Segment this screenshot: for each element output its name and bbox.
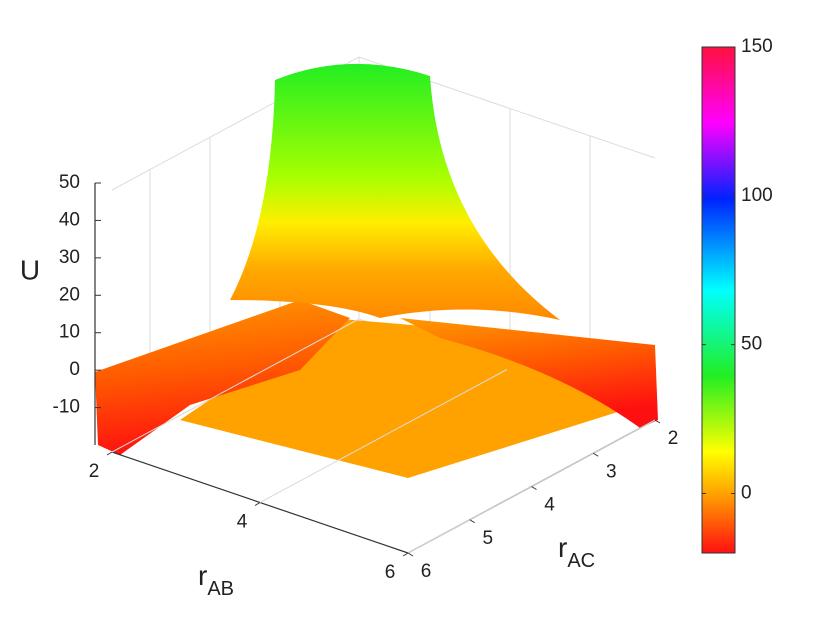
z-axis-label: U (20, 254, 40, 285)
y-label-sub: AC (567, 550, 595, 572)
z-tick-label: 0 (69, 359, 80, 380)
y-tick (469, 519, 476, 524)
x-tick (402, 552, 409, 557)
colorbar-tick-label: 100 (741, 185, 773, 206)
z-tick-label: 10 (59, 322, 80, 343)
z-tick-label: 20 (59, 284, 80, 305)
y-tick (592, 452, 599, 457)
y-tick (531, 486, 537, 490)
surface-left-arm (95, 300, 350, 455)
y-tick (654, 419, 661, 424)
y-tick-label: 4 (544, 495, 555, 516)
colorbar-tick-label: 0 (741, 482, 752, 503)
z-tick-label: 50 (59, 172, 80, 193)
surface-wall (230, 63, 560, 320)
x-tick-label: 2 (89, 461, 100, 482)
surface (95, 63, 658, 478)
colorbar-tick-label: 150 (741, 36, 773, 57)
z-tick-label: 40 (59, 209, 80, 230)
x-tick (254, 502, 261, 506)
y-tick (407, 552, 414, 557)
x-axis-label: rAB (198, 560, 234, 600)
grid-line (259, 369, 508, 503)
y-tick-label: 3 (606, 461, 617, 482)
surface-right-arm (400, 318, 658, 428)
z-tick-label: -10 (53, 397, 80, 418)
y-axis-label: rAC (558, 532, 595, 572)
y-tick-label: 5 (482, 528, 493, 549)
x-tick (106, 451, 113, 456)
x-label-sub: AB (207, 578, 234, 600)
y-tick-label: 2 (668, 428, 679, 449)
x-label-main: r (198, 560, 207, 591)
x-tick-label: 4 (237, 512, 248, 533)
y-label-main: r (558, 532, 567, 563)
x-tick-label: 6 (385, 562, 396, 583)
y-tick-label: 6 (421, 561, 432, 582)
grid-line (111, 318, 360, 453)
colorbar (701, 46, 736, 554)
colorbar-tick-label: 50 (741, 334, 762, 355)
z-tick-label: 30 (59, 247, 80, 268)
